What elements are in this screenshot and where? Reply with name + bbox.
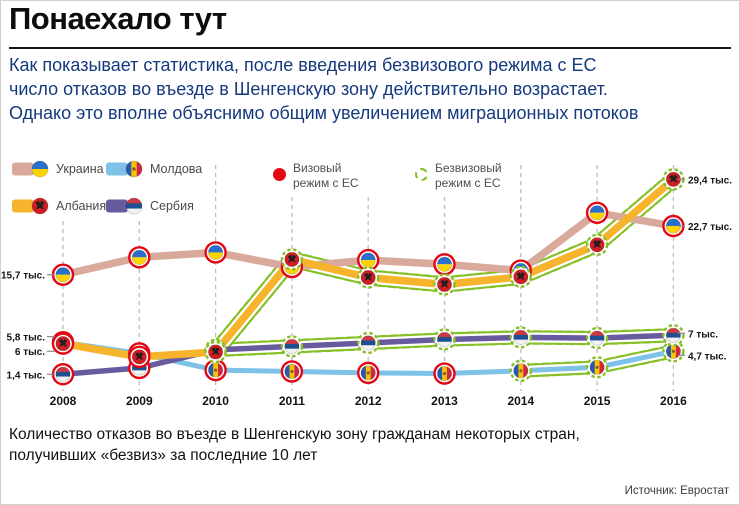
legend-item-serbia: Сербия [105,194,205,218]
visa-free-regime-label: Безвизовый режим с ЕС [435,161,502,190]
visa-regime-label: Визовый режим с ЕС [293,161,359,190]
marker-ukraine [128,246,151,269]
visa-regime-dot-icon [273,168,286,181]
marker-moldova [509,359,532,382]
marker-moldova [662,340,685,363]
legend-country-label: Молдова [150,162,203,176]
marker-ukraine [433,253,456,276]
title-divider [9,47,731,49]
svg-text:15,7 тыс.: 15,7 тыс. [1,271,45,282]
marker-albania [280,248,304,271]
svg-text:4,7 тыс.: 4,7 тыс. [688,351,727,362]
ukraine-flag-swatch-icon [11,159,51,179]
marker-serbia [662,324,685,347]
svg-text:1,4 тыс.: 1,4 тыс. [7,370,46,381]
intro-text: Как показывает статистика, после введени… [9,55,639,123]
marker-serbia [51,363,75,386]
marker-albania [585,233,609,257]
svg-text:5,8 тыс.: 5,8 тыс. [7,333,46,344]
marker-moldova [433,362,456,385]
marker-serbia [509,326,532,349]
albania-flag-swatch-icon [11,196,51,216]
marker-albania [204,340,227,364]
legend-country-label: Украина [56,162,104,176]
svg-text:2014: 2014 [507,394,534,408]
country-legend: Украина Албания Молдова [11,157,209,218]
svg-text:29,4 тыс.: 29,4 тыс. [688,175,732,186]
svg-text:2008: 2008 [50,394,77,408]
legend-item-moldova: Молдова [105,157,205,181]
chart-caption: Количество отказов во въезде в Шенгенску… [9,426,580,464]
marker-ukraine [51,263,75,286]
marker-ukraine [204,241,227,264]
marker-moldova [280,360,304,383]
legend-item-visa-free-regime: Безвизовый режим с ЕС [415,161,513,190]
marker-moldova [585,356,609,379]
marker-serbia [585,326,609,350]
svg-text:2013: 2013 [431,394,458,408]
legend-item-visa-regime: Визовый режим с ЕС [273,161,371,190]
legend-item-ukraine: Украина [11,157,105,181]
svg-text:6 тыс.: 6 тыс. [15,347,45,358]
marker-albania [51,332,75,355]
marker-albania [357,266,380,289]
source-note: Источник: Евростат [624,485,729,497]
svg-text:2016: 2016 [660,394,687,408]
svg-text:2009: 2009 [126,394,153,408]
svg-text:22,7 тыс.: 22,7 тыс. [688,222,732,233]
svg-text:7 тыс.: 7 тыс. [688,329,718,340]
marker-ukraine [585,201,609,224]
moldova-flag-swatch-icon [105,159,145,179]
svg-text:2015: 2015 [584,394,611,408]
marker-serbia [357,331,380,355]
svg-text:2012: 2012 [355,394,382,408]
regime-legend: Визовый режим с ЕС Безвизовый режим с ЕС [273,161,519,195]
marker-ukraine [357,248,380,272]
serbia-flag-swatch-icon [105,196,145,216]
marker-serbia [280,335,304,358]
marker-moldova [204,358,227,382]
visa-free-regime-dot-icon [415,168,428,181]
marker-albania [509,265,532,289]
page-title: Понаехало тут [9,1,227,36]
svg-text:2010: 2010 [202,394,229,408]
refusals-line-chart: 2008 2009 2010 2011 2012 2013 2014 2015 2016 [1,165,732,408]
legend-item-albania: Албания [11,194,107,218]
marker-albania [433,273,456,296]
legend-country-label: Албания [56,199,107,213]
svg-text:2011: 2011 [279,394,305,408]
legend-country-label: Сербия [150,199,194,213]
marker-moldova [357,361,380,385]
marker-serbia [433,328,456,351]
marker-albania [128,345,151,369]
